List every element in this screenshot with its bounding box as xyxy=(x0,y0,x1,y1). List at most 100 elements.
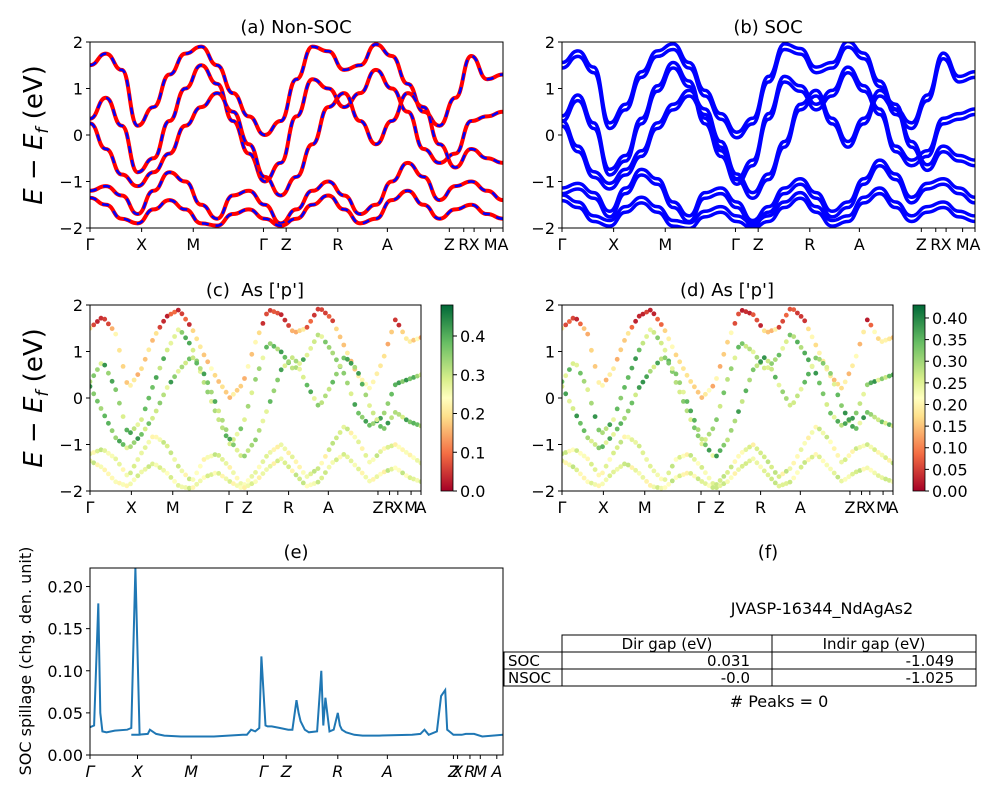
band-point xyxy=(392,410,398,415)
band-point xyxy=(400,329,405,335)
band-point xyxy=(581,453,587,459)
band-point xyxy=(190,328,196,334)
band-point xyxy=(717,448,723,453)
band-point xyxy=(842,477,848,482)
band-point xyxy=(319,307,325,312)
ytick-label: 0.15 xyxy=(47,620,83,639)
band-point xyxy=(828,371,833,376)
xtick-label: Γ xyxy=(86,762,96,781)
xtick-label: M xyxy=(658,235,672,254)
xtick-label: A xyxy=(381,762,393,781)
band-point xyxy=(403,417,409,423)
xtick-label: M xyxy=(638,498,652,517)
band-point xyxy=(220,473,225,479)
band-point xyxy=(787,332,793,338)
band-point xyxy=(647,307,653,313)
xtick-label: X xyxy=(126,498,137,517)
band-point xyxy=(585,456,591,462)
band-point xyxy=(389,415,394,421)
band-point xyxy=(655,360,660,366)
band-point xyxy=(607,422,613,428)
band-point xyxy=(754,460,760,466)
band-point xyxy=(120,414,126,419)
band-point xyxy=(699,436,705,442)
band-point xyxy=(857,401,863,406)
band-point xyxy=(95,319,100,324)
band-point xyxy=(334,371,339,377)
band-point xyxy=(253,377,258,382)
band-point xyxy=(611,417,616,422)
band-point xyxy=(629,437,635,443)
band-point xyxy=(311,468,317,474)
band-point xyxy=(209,453,214,459)
band-point xyxy=(728,464,734,470)
band-point xyxy=(758,359,763,365)
band-point xyxy=(190,485,196,490)
band-point xyxy=(403,473,409,478)
xtick-label: R xyxy=(458,235,469,254)
band-point xyxy=(117,438,122,444)
band-point xyxy=(710,481,716,486)
band-point xyxy=(787,402,793,408)
panel-d-colorbar xyxy=(912,304,926,492)
band-point xyxy=(396,412,402,417)
band-point xyxy=(407,475,413,481)
band-point xyxy=(574,448,580,453)
band-point xyxy=(319,400,325,406)
band-point xyxy=(563,460,569,466)
band-point xyxy=(636,470,642,476)
band-point xyxy=(253,479,258,485)
band-point xyxy=(201,371,207,377)
xtick-label: Z xyxy=(280,762,293,781)
band-point xyxy=(363,392,369,398)
band-point xyxy=(337,454,343,460)
band-point xyxy=(308,482,314,488)
band-point xyxy=(791,400,797,406)
xtick-label: Γ xyxy=(731,235,740,254)
band-point xyxy=(798,345,804,350)
band-point xyxy=(562,325,565,331)
band-point xyxy=(611,366,616,372)
band-point xyxy=(153,434,159,440)
band-point xyxy=(592,467,598,472)
band-point xyxy=(323,393,328,399)
band-point xyxy=(765,472,771,478)
band-point xyxy=(633,467,638,473)
xtick-label: A xyxy=(888,498,899,517)
table-value: -0.0 xyxy=(721,669,750,687)
band-point xyxy=(278,312,284,318)
band-point xyxy=(864,382,870,388)
band-point xyxy=(607,372,613,377)
band-point xyxy=(658,340,664,346)
band-point xyxy=(164,443,170,449)
band-point xyxy=(238,485,244,490)
band-point xyxy=(658,322,664,327)
band-point xyxy=(212,470,218,476)
band-point xyxy=(872,329,877,335)
band-point xyxy=(91,322,97,328)
band-point xyxy=(747,377,752,383)
band-point xyxy=(418,460,421,466)
band-point xyxy=(769,361,774,366)
band-point xyxy=(113,387,119,393)
band-point xyxy=(209,366,214,371)
band-point xyxy=(831,470,837,476)
panel-c-title: (c) As ['p'] xyxy=(206,280,304,301)
band-point xyxy=(124,380,130,385)
band-point xyxy=(370,477,376,482)
panel-d-title: (d) As ['p'] xyxy=(680,280,774,301)
table-value: -1.049 xyxy=(906,652,954,670)
band-point xyxy=(655,335,660,341)
band-point xyxy=(714,417,719,423)
band-point xyxy=(890,423,893,429)
band-point xyxy=(256,428,262,433)
band-point xyxy=(326,464,332,470)
band-point xyxy=(278,349,284,355)
band-point xyxy=(736,311,741,317)
band-point xyxy=(124,483,130,489)
band-point xyxy=(194,336,200,342)
band-point xyxy=(611,432,616,437)
band-point xyxy=(732,418,738,424)
